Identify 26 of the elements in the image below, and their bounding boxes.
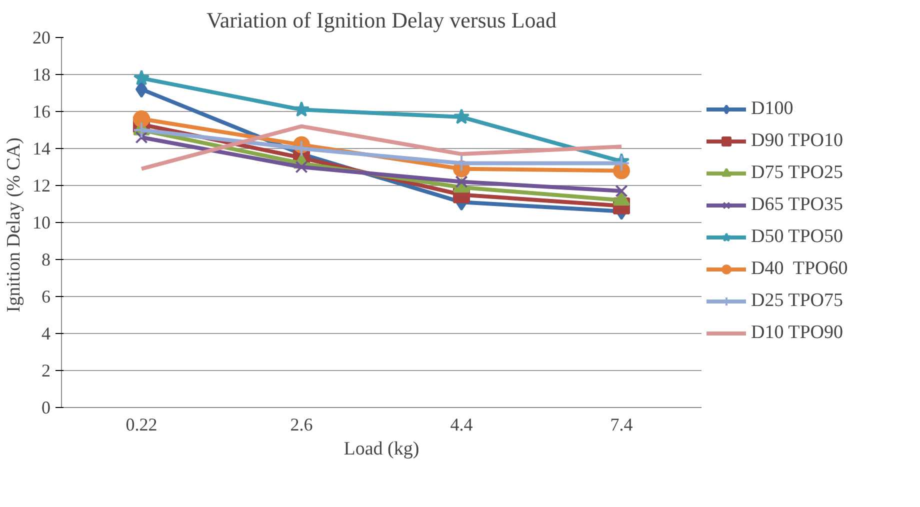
legend-label: D50 TPO50 — [751, 226, 844, 248]
y-tick-label: 20 — [32, 28, 50, 48]
legend-label: D25 TPO75 — [751, 290, 844, 312]
legend-label: D100 — [751, 98, 794, 120]
y-tick-label: 6 — [42, 286, 50, 306]
y-tick-label: 18 — [32, 64, 50, 84]
legend-label: D40 TPO60 — [751, 258, 848, 280]
y-axis-title: Ignition Delay (% CA) — [4, 138, 24, 312]
y-tick-label: 4 — [42, 324, 50, 344]
legend-label: D90 TPO10 — [751, 130, 844, 152]
x-tick-label: 0.22 — [126, 414, 158, 434]
x-tick-label: 2.6 — [290, 414, 313, 434]
legend-label: D75 TPO25 — [751, 162, 844, 184]
x-tick-label: 7.4 — [610, 414, 633, 434]
legend-label: D10 TPO90 — [751, 322, 844, 344]
x-tick-label: 4.4 — [450, 414, 473, 434]
x-axis-title: Load (kg) — [344, 438, 420, 460]
legend-label: D65 TPO35 — [751, 194, 844, 216]
y-tick-label: 10 — [32, 212, 50, 232]
y-tick-label: 16 — [32, 102, 50, 122]
y-tick-label: 12 — [32, 176, 50, 196]
y-tick-label: 2 — [42, 360, 50, 380]
chart-title: Variation of Ignition Delay versus Load — [206, 8, 557, 32]
y-tick-label: 14 — [32, 138, 50, 158]
y-tick-label: 8 — [42, 250, 50, 270]
y-tick-label: 0 — [42, 398, 50, 418]
